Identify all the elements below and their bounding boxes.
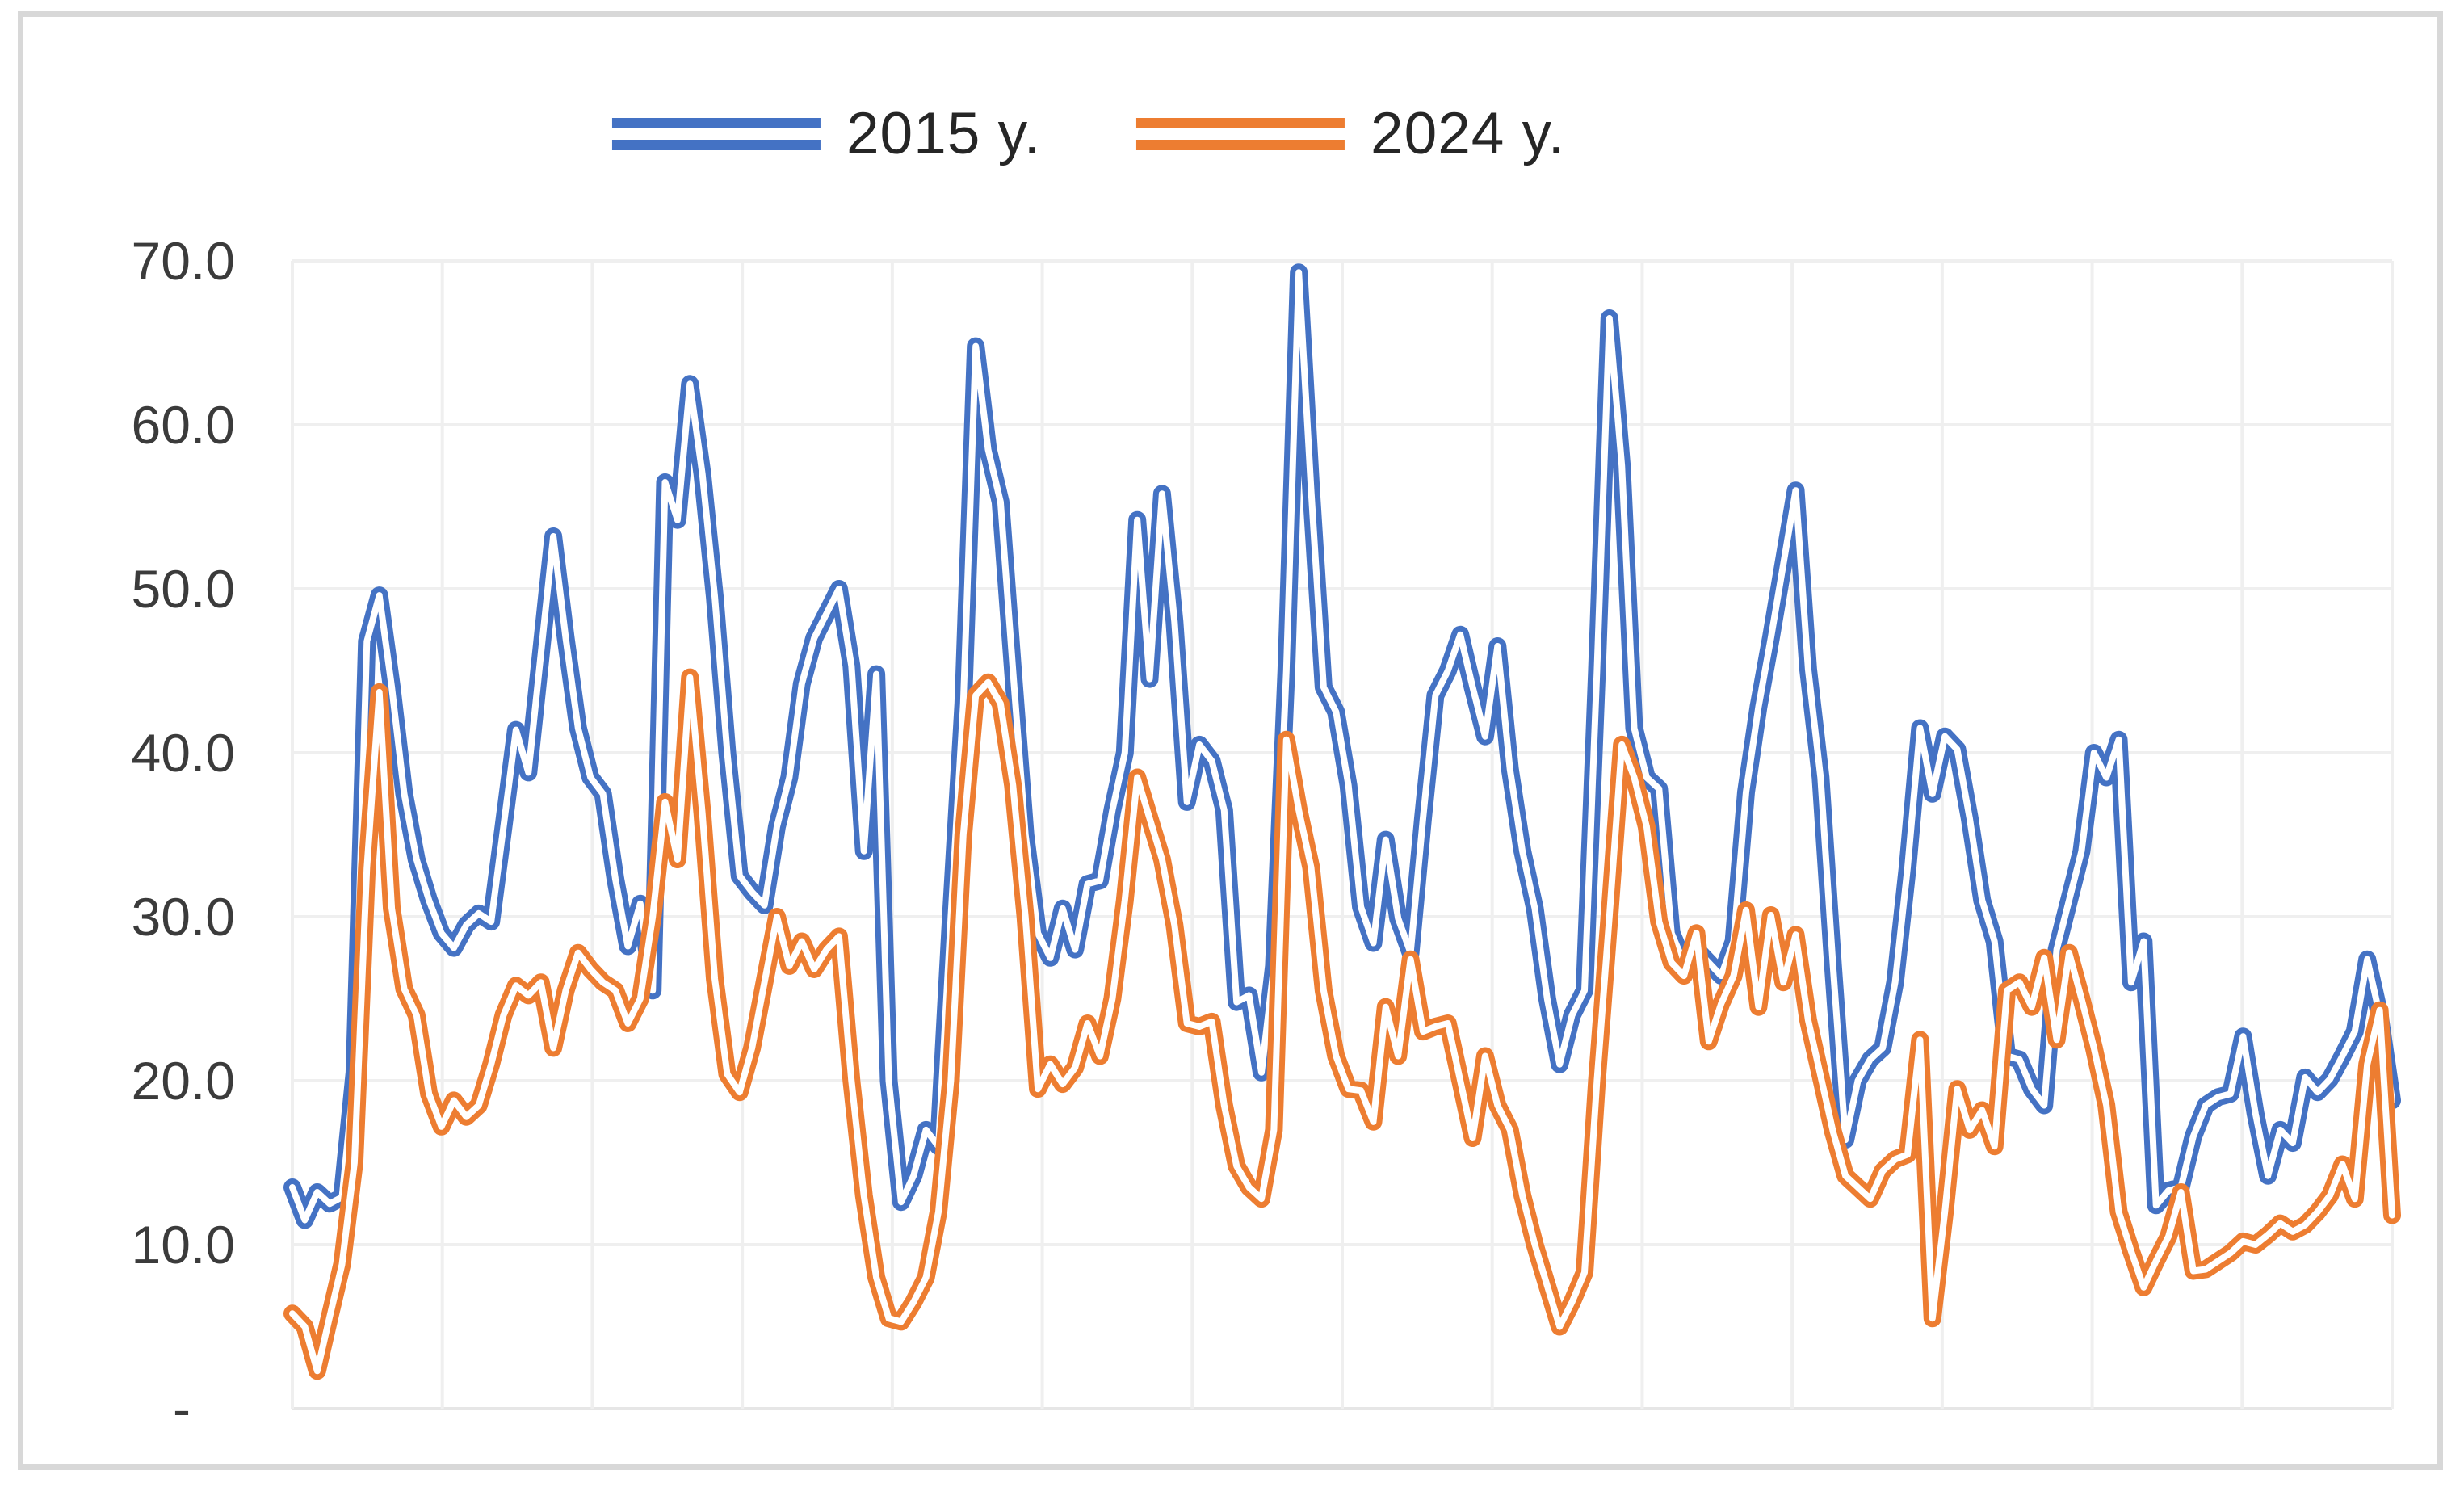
- chart-canvas: 70.0 60.0 50.0 40.0 30.0 20.0 10.0 - 201…: [23, 17, 2437, 1464]
- y-tick-70: 70.0: [131, 231, 235, 291]
- legend-line-marker-2015: [611, 117, 821, 150]
- y-tick-30: 30.0: [131, 887, 235, 947]
- series-line-core-2015: [289, 269, 2395, 1224]
- y-tick-50: 50.0: [131, 559, 235, 619]
- legend-item-2024: 2024 y.: [1136, 100, 1565, 167]
- legend-label-2015: 2015 y.: [846, 101, 1041, 166]
- line-chart: [283, 259, 2401, 1410]
- y-tick-40: 40.0: [131, 723, 235, 783]
- chart-frame: 70.0 60.0 50.0 40.0 30.0 20.0 10.0 - 201…: [18, 11, 2443, 1470]
- y-tick-20: 20.0: [131, 1051, 235, 1111]
- series-lines: [283, 263, 2401, 1380]
- series-line-core-2024: [289, 674, 2395, 1375]
- legend-line-marker-2024: [1136, 117, 1345, 150]
- y-tick-60: 60.0: [131, 395, 235, 455]
- legend-label-2024: 2024 y.: [1371, 101, 1566, 166]
- y-tick-10: 10.0: [131, 1215, 235, 1275]
- legend-item-2015: 2015 y.: [611, 100, 1041, 167]
- chart-legend: 2015 y. 2024 y.: [611, 100, 1565, 167]
- y-tick-0: -: [173, 1379, 191, 1439]
- y-axis-labels: 70.0 60.0 50.0 40.0 30.0 20.0 10.0 -: [23, 17, 235, 1508]
